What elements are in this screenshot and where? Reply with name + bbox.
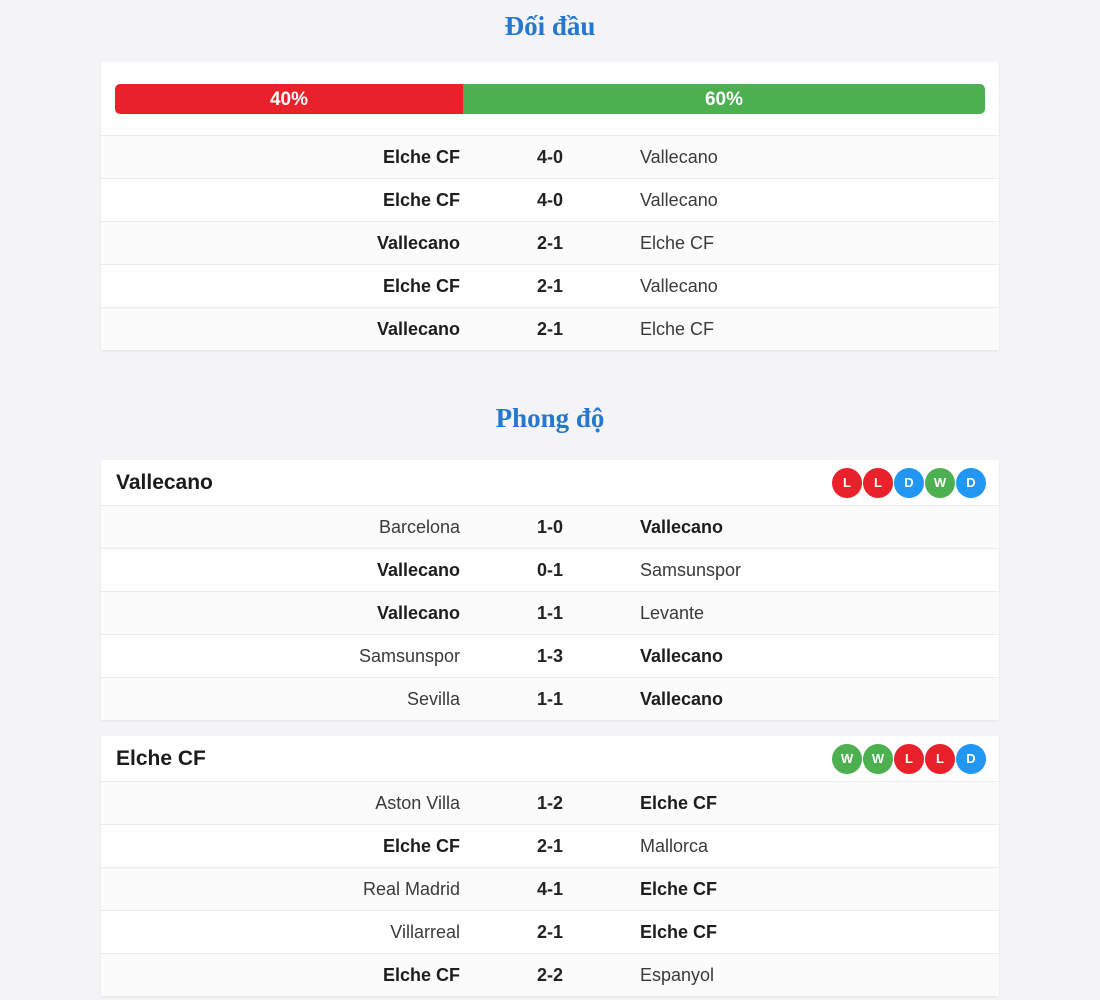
- home-team-name: Elche CF: [382, 835, 460, 856]
- home-team-name: Aston Villa: [375, 792, 460, 813]
- home-team-name: Vallecano: [376, 559, 460, 580]
- match-score: 1-3: [536, 645, 563, 666]
- match-score: 2-1: [536, 318, 563, 339]
- away-team-name: Elche CF: [640, 318, 715, 339]
- home-team-name: Elche CF: [382, 146, 460, 167]
- away-team-name: Mallorca: [640, 835, 709, 856]
- match-row: Elche CF 4-0 Vallecano: [101, 135, 999, 178]
- away-team-name: Elche CF: [640, 878, 718, 899]
- form-match-list: Aston Villa 1-2 Elche CF Elche CF 2-1 Ma…: [101, 781, 999, 996]
- away-team-name: Elche CF: [640, 921, 718, 942]
- h2h-away-percent-segment: 60%: [463, 84, 985, 114]
- away-team-name: Espanyol: [640, 964, 715, 985]
- match-row: Samsunspor 1-3 Vallecano: [101, 634, 999, 677]
- form-match-list: Barcelona 1-0 Vallecano Vallecano 0-1 Sa…: [101, 505, 999, 720]
- home-team-name: Vallecano: [376, 602, 460, 623]
- home-team-name: Villarreal: [390, 921, 460, 942]
- match-row: Barcelona 1-0 Vallecano: [101, 505, 999, 548]
- match-score: 2-1: [536, 232, 563, 253]
- away-team-name: Samsunspor: [640, 559, 742, 580]
- h2h-percentage-bar: 40% 60%: [101, 62, 999, 135]
- match-row: Elche CF 4-0 Vallecano: [101, 178, 999, 221]
- home-team-name: Sevilla: [406, 688, 460, 709]
- home-team-name: Vallecano: [376, 318, 460, 339]
- home-team-name: Samsunspor: [358, 645, 460, 666]
- h2h-card: 40% 60% Elche CF 4-0 Vallecano Elche CF …: [101, 62, 999, 350]
- form-badge-loss: L: [832, 467, 862, 498]
- match-row: Vallecano 2-1 Elche CF: [101, 307, 999, 350]
- match-score: 4-0: [536, 189, 563, 210]
- home-team-name: Barcelona: [378, 516, 460, 537]
- form-team-name: Vallecano: [116, 470, 213, 494]
- match-score: 4-1: [536, 878, 563, 899]
- match-row: Vallecano 2-1 Elche CF: [101, 221, 999, 264]
- form-badge-win: W: [832, 743, 862, 774]
- away-team-name: Vallecano: [640, 688, 724, 709]
- h2h-match-list: Elche CF 4-0 Vallecano Elche CF 4-0 Vall…: [101, 135, 999, 350]
- match-row: Elche CF 2-1 Mallorca: [101, 824, 999, 867]
- away-team-name: Vallecano: [640, 516, 724, 537]
- form-badge-win: W: [863, 743, 893, 774]
- match-row: Vallecano 0-1 Samsunspor: [101, 548, 999, 591]
- match-row: Elche CF 2-2 Espanyol: [101, 953, 999, 996]
- match-score: 2-2: [536, 964, 563, 985]
- away-team-name: Vallecano: [640, 275, 718, 296]
- form-badge-loss: L: [863, 467, 893, 498]
- match-score: 1-1: [536, 688, 563, 709]
- match-row: Villarreal 2-1 Elche CF: [101, 910, 999, 953]
- match-score: 2-1: [536, 275, 563, 296]
- away-team-name: Vallecano: [640, 645, 724, 666]
- home-team-name: Elche CF: [382, 189, 460, 210]
- match-score: 4-0: [536, 146, 563, 167]
- home-team-name: Vallecano: [376, 232, 460, 253]
- match-row: Elche CF 2-1 Vallecano: [101, 264, 999, 307]
- home-team-name: Real Madrid: [362, 878, 460, 899]
- match-row: Sevilla 1-1 Vallecano: [101, 677, 999, 720]
- home-team-name: Elche CF: [382, 964, 460, 985]
- h2h-home-percent-segment: 40%: [115, 84, 463, 114]
- form-badge-loss: L: [925, 743, 955, 774]
- match-row: Real Madrid 4-1 Elche CF: [101, 867, 999, 910]
- match-score: 1-1: [536, 602, 563, 623]
- away-team-name: Vallecano: [640, 146, 718, 167]
- match-row: Aston Villa 1-2 Elche CF: [101, 781, 999, 824]
- home-team-name: Elche CF: [382, 275, 460, 296]
- away-team-name: Elche CF: [640, 232, 715, 253]
- away-team-name: Elche CF: [640, 792, 718, 813]
- match-score: 0-1: [536, 559, 563, 580]
- match-row: Vallecano 1-1 Levante: [101, 591, 999, 634]
- match-score: 2-1: [536, 921, 563, 942]
- form-badge-draw: D: [894, 467, 924, 498]
- away-team-name: Vallecano: [640, 189, 718, 210]
- form-badge-draw: D: [956, 467, 986, 498]
- match-score: 2-1: [536, 835, 563, 856]
- h2h-win-ratio-bar: 40% 60%: [115, 84, 985, 114]
- form-badge-win: W: [925, 467, 955, 498]
- form-badge-loss: L: [894, 743, 924, 774]
- away-team-name: Levante: [640, 602, 705, 623]
- form-badge-draw: D: [956, 743, 986, 774]
- match-score: 1-0: [536, 516, 563, 537]
- form-team-name: Elche CF: [116, 746, 206, 770]
- form-section-title: Phong độ: [495, 403, 605, 433]
- h2h-section-title: Đối đầu: [504, 11, 596, 41]
- match-score: 1-2: [536, 792, 563, 813]
